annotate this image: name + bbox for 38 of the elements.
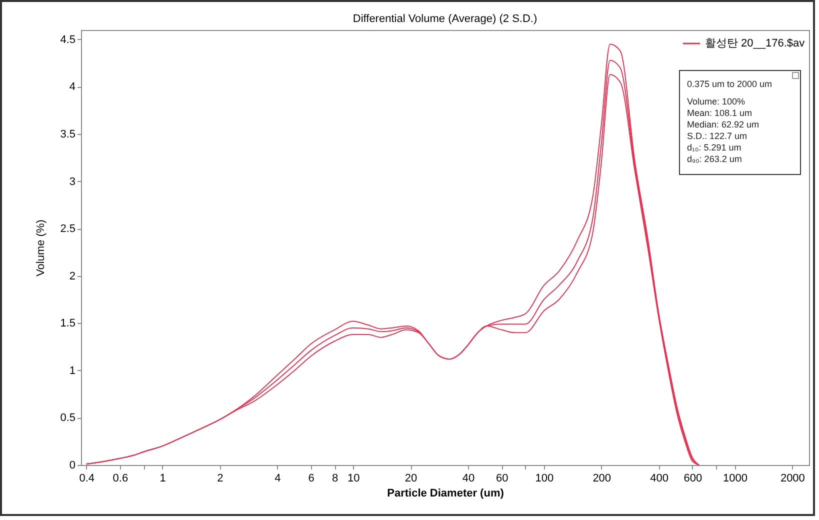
y-tick-label: 0.5 (60, 412, 76, 424)
x-tick-label: 400 (650, 472, 668, 484)
x-tick-label: 8 (332, 472, 338, 484)
x-tick-label: 60 (496, 472, 508, 484)
x-axis-title: Particle Diameter (um) (387, 488, 504, 500)
y-axis-title: Volume (%) (35, 220, 48, 276)
y-tick-label: 3 (69, 176, 76, 188)
x-tick-label: 20 (404, 472, 418, 484)
y-tick-label: 4.5 (60, 34, 76, 46)
annotation: Median: 62.92 um (687, 120, 760, 130)
x-tick-label: 10 (347, 472, 360, 484)
legend-label: 활성탄 20__176.$av (705, 38, 806, 50)
x-tick-label: 1000 (723, 472, 748, 484)
y-tick-label: 4 (69, 81, 76, 94)
y-tick-label: 2 (69, 270, 76, 282)
y-tick-label: 1 (69, 364, 76, 377)
x-tick-label: 600 (684, 472, 702, 484)
x-tick-label: 100 (535, 472, 554, 484)
x-tick-label: 0.6 (112, 472, 128, 484)
x-tick-label: 2 (217, 472, 224, 484)
x-tick-label: 0.4 (79, 472, 94, 484)
annotation: Mean: 108.1 um (687, 108, 752, 118)
y-tick-label: 3.5 (60, 128, 76, 141)
x-tick-label: 40 (462, 472, 475, 484)
chart-title: Differential Volume (Average) (2 S.D.) (352, 13, 538, 25)
x-tick-label: 2000 (780, 472, 805, 484)
x-tick-label: 6 (308, 472, 314, 484)
y-tick-label: 2.5 (60, 223, 76, 236)
y-tick-label: 1.5 (60, 318, 76, 330)
x-tick-label: 200 (592, 472, 612, 484)
annotation: d₁₀: 5.291 um (687, 142, 742, 152)
x-tick-label: 4 (274, 472, 281, 484)
y-tick-label: 0 (69, 460, 76, 472)
annotation: S.D.: 122.7 um (687, 131, 748, 141)
x-tick-label: 1 (160, 472, 166, 484)
annotation: 0.375 um to 2000 um (687, 79, 772, 89)
annotation: Volume: 100% (687, 96, 746, 106)
annotation: d₉₀: 263.2 um (687, 154, 742, 164)
